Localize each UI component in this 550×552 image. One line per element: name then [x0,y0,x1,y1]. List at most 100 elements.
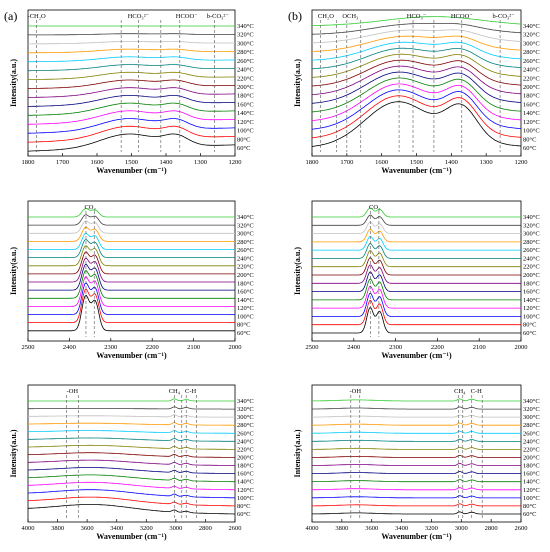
x-tick-label: 2600 [229,525,242,532]
series-temp-label: 340°C [237,398,254,405]
x-tick-label: 2000 [515,344,528,351]
series-temp-label: 300°C [523,414,540,421]
panel-label-b: (b) [288,9,302,23]
series-line [27,125,235,143]
plot-frame [27,384,236,523]
series-temp-label: 280°C [237,49,254,56]
series-line [311,398,521,402]
series-line [28,251,235,275]
series-line [28,71,236,80]
series-line [27,452,235,458]
series-temp-label: 320°C [237,32,254,39]
band-annotation: CH₄ [454,388,466,395]
x-tick-label: 1300 [480,159,493,166]
series-temp-label: 220°C [523,264,540,271]
series-temp-label: 340°C [523,398,540,405]
x-tick-label: 2000 [229,344,242,351]
band-annotation: CH₄ [169,388,181,395]
series-line [27,496,235,507]
series-line [311,101,522,147]
series-temp-label: 100°C [523,128,540,135]
series-line [28,239,235,258]
series-temp-label: 180°C [523,280,540,287]
series-temp-label: 300°C [237,40,254,47]
series-temp-label: 160°C [237,101,254,108]
series-temp-label: 160°C [237,471,254,478]
series-temp-label: 280°C [523,49,540,56]
series-temp-label: 260°C [523,430,540,437]
series-temp-label: 220°C [237,75,254,82]
series-temp-label: 300°C [237,231,254,238]
series-line [28,118,235,134]
series-temp-label: 220°C [523,75,540,82]
series-temp-label: 260°C [237,247,254,254]
series-line [28,422,235,426]
series-temp-label: 120°C [523,487,540,494]
series-line [28,489,236,499]
band-annotation: -OH [350,388,362,395]
series-line [28,444,235,450]
x-tick-label: 1400 [445,159,458,166]
series-temp-label: 260°C [237,430,254,437]
series-line [28,41,235,45]
series-line [312,438,521,442]
series-temp-label: 180°C [237,93,254,100]
series-line [28,245,235,267]
x-tick-label: 1700 [340,159,353,166]
series-temp-label: 200°C [237,455,254,462]
x-tick-label: 3800 [335,525,348,532]
series-temp-label: 140°C [523,479,540,486]
series-line [311,83,522,121]
x-axis-label: Wavenumber (cm⁻¹) [381,532,452,541]
chart-1: 2500 2400 2300 2200 2100 2000 Wavenumber (cm⁻¹… [9,200,254,360]
series-line [28,467,235,474]
series-line [312,271,521,292]
series-temp-label: 140°C [237,479,254,486]
series-temp-label: 200°C [523,272,540,279]
series-line [28,269,235,299]
series-temp-label: 240°C [523,438,540,445]
chart-0: 1800 1700 1600 1500 1400 1300 1200 Wavenumber (… [9,9,254,175]
series-temp-label: 160°C [237,289,254,296]
x-tick-label: 3600 [365,525,378,532]
series-temp-label: 300°C [523,40,540,47]
series-temp-label: 220°C [237,446,254,453]
x-tick-label: 2300 [104,344,117,351]
x-tick-label: 1400 [160,159,173,166]
series-temp-label: 60°C [237,330,250,337]
series-line [312,243,521,259]
series-line [27,474,235,483]
series-temp-label: 80°C [523,136,536,143]
series-line [28,481,235,491]
series-temp-label: 180°C [523,93,540,100]
series-line [312,299,521,326]
series-line [28,226,235,242]
series-line [312,264,521,284]
series-line [312,495,521,499]
series-line [312,221,521,234]
band-annotation: OCH₃ [342,13,358,20]
series-temp-label: 60°C [523,145,536,152]
x-axis-label: Wavenumber (cm⁻¹) [96,532,167,541]
series-temp-label: 340°C [523,214,540,221]
series-temp-label: 140°C [237,297,254,304]
series-temp-label: 140°C [523,297,540,304]
series-temp-label: 100°C [237,495,254,502]
series-line [27,102,235,116]
x-tick-label: 2600 [515,525,528,532]
series-temp-label: 260°C [523,58,540,65]
y-axis-label: Intensity(a.u.) [293,429,302,477]
band-annotation: HCO₃²⁻ [128,13,149,20]
band-annotation: C-H [185,388,197,395]
x-tick-label: 3000 [169,525,182,532]
series-temp-label: 200°C [237,84,254,91]
x-tick-label: 2200 [431,344,444,351]
y-axis-label: Intensity(a.u.) [293,247,302,295]
series-line [312,479,521,483]
series-temp-label: 160°C [523,471,540,478]
x-tick-label: 3600 [81,525,94,532]
series-temp-label: 260°C [237,58,254,65]
series-temp-label: 320°C [237,222,254,229]
series-temp-label: 320°C [523,222,540,229]
series-temp-label: 60°C [237,511,250,518]
